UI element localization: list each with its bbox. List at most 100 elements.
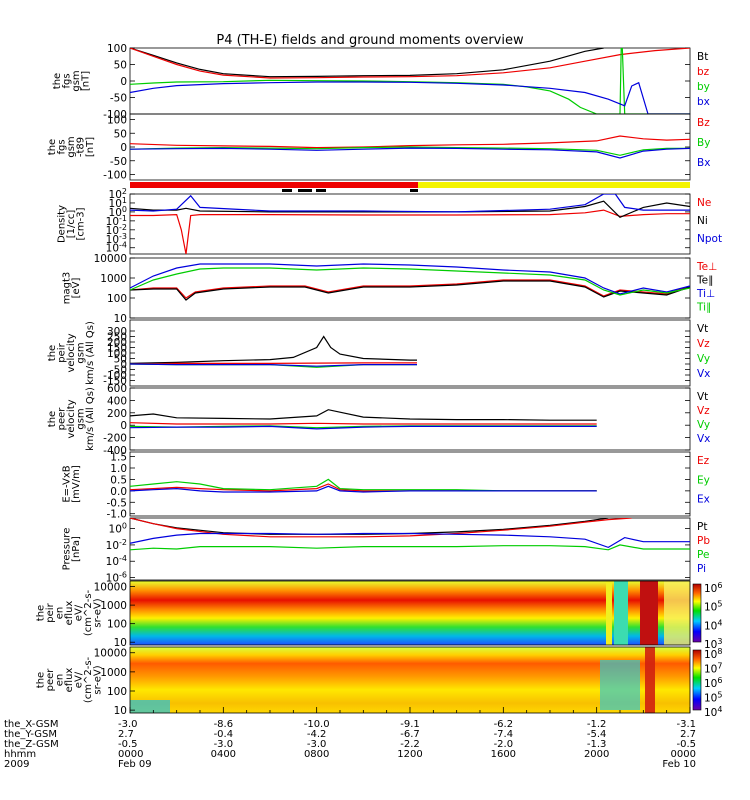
peer_eflux-ytick-label: 100 bbox=[107, 686, 127, 698]
peir_eflux-ylabel-line: peir bbox=[45, 602, 56, 622]
fgs-series-bz bbox=[130, 48, 690, 79]
peir_eflux-ytick-label: 10 bbox=[114, 637, 127, 649]
peir_eflux-colorbar-label: 105 bbox=[704, 600, 722, 614]
ephemeris-value: -8.6 bbox=[214, 719, 234, 730]
fgs_t89-legend-Bx: Bx bbox=[697, 157, 710, 169]
peer_vel-series-group bbox=[130, 409, 597, 430]
temp-series-Te∥ bbox=[130, 280, 690, 301]
ephemeris-value: -10.0 bbox=[304, 719, 330, 730]
density-ylabel-line: Density bbox=[57, 205, 68, 243]
peir_vel-ylabel-line: velocity bbox=[66, 333, 77, 372]
peir_vel-legend-Vz: Vz bbox=[697, 338, 710, 350]
temp-legend-Ti∥: Ti∥ bbox=[696, 302, 711, 314]
peer_vel-ytick-label: -200 bbox=[103, 433, 127, 445]
density-series-Ne bbox=[130, 209, 690, 254]
fgs-ytick-label: -100 bbox=[103, 109, 127, 121]
ephemeris-value: 0000 bbox=[671, 749, 696, 760]
fgs_t89-ytick-label: -50 bbox=[110, 156, 127, 168]
peir_vel-frame bbox=[129, 319, 691, 387]
peir_vel-series-Vz bbox=[130, 362, 417, 365]
pressure-ytick-label: 10-4 bbox=[106, 554, 127, 568]
fgs_t89-ylabel-line: gsm bbox=[66, 136, 77, 157]
efield-ytick-label: 0.5 bbox=[110, 474, 127, 486]
fgs_t89-ylabel-line: the bbox=[47, 139, 58, 155]
peer_eflux-ytick-label: 10 bbox=[114, 705, 127, 717]
status-bar bbox=[130, 182, 690, 192]
status-bar-mark bbox=[298, 189, 312, 192]
fgs_t89-ylabel-line: -t89 bbox=[76, 137, 87, 157]
fgs-ytick-label: 50 bbox=[114, 60, 127, 72]
peer_vel-ylabel-line: peer bbox=[57, 407, 68, 431]
peer_eflux-ytick-label: 10000 bbox=[94, 648, 127, 660]
ephemeris-value: -5.4 bbox=[587, 729, 607, 740]
density-legend-Npot: Npot bbox=[697, 233, 722, 245]
efield-ytick-label: -1.0 bbox=[107, 509, 128, 521]
ephemeris-row-label: the_Y-GSM bbox=[4, 729, 57, 740]
temp-ytick-label: 10000 bbox=[94, 253, 127, 265]
peer_vel-ytick-label: 400 bbox=[107, 395, 127, 407]
panel-temp: 10000 1000 100 10 Te⊥ Te∥Ti⊥ Ti∥ magt3[eV] bbox=[61, 253, 717, 325]
fgs_t89-legend-Bz: Bz bbox=[697, 117, 710, 129]
ephemeris-value: Feb 10 bbox=[662, 759, 696, 770]
peir-colorbar bbox=[692, 583, 702, 643]
status-bar-mark bbox=[316, 189, 326, 192]
peer-spectrogram-band bbox=[130, 700, 170, 713]
peir_vel-ylabel-line: km/s (All Qs) bbox=[85, 321, 96, 385]
fgs-series-Bt bbox=[130, 48, 604, 78]
peer_vel-series-Vz bbox=[130, 422, 597, 425]
ephemeris-row-label: 2009 bbox=[4, 759, 29, 770]
efield-ytick-label: 0.0 bbox=[110, 486, 127, 498]
pressure-legend-Pe: Pe bbox=[697, 549, 709, 561]
ephemeris-table: the_X-GSMthe_Y-GSMthe_Z-GSMhhmm2009-3.02… bbox=[4, 719, 696, 770]
efield-legend-Ez: Ez bbox=[697, 455, 710, 467]
peir_eflux-ylabel-line: sr-eV) bbox=[93, 598, 104, 627]
time-axis bbox=[129, 707, 691, 713]
peer_eflux-colorbar-label: 106 bbox=[704, 676, 722, 690]
peer_vel-legend-Vz: Vz bbox=[697, 405, 710, 417]
peer_vel-series-Vt bbox=[130, 409, 597, 421]
peir_vel-ytick-label: -100 bbox=[103, 370, 127, 382]
peer_eflux-colorbar-label: 105 bbox=[704, 691, 722, 705]
ephemeris-value: 2000 bbox=[584, 749, 609, 760]
peer_vel-ylabel-line: velocity bbox=[66, 399, 77, 438]
efield-ytick-label: 1.0 bbox=[110, 463, 127, 475]
fgs_t89-series-By bbox=[130, 146, 690, 156]
fgs-legend-by: by bbox=[697, 81, 710, 93]
temp-frame bbox=[129, 257, 691, 319]
peir_vel-ytick-label: 150 bbox=[107, 343, 127, 355]
ephemeris-value: 0000 bbox=[118, 749, 143, 760]
ephemeris-value: -7.4 bbox=[494, 729, 514, 740]
peir_vel-legend-Vx: Vx bbox=[697, 368, 710, 380]
peir_vel-ytick-label: 100 bbox=[107, 348, 127, 360]
peir_eflux-ytick-label: 100 bbox=[107, 619, 127, 631]
peer_vel-series-Vx bbox=[130, 425, 597, 430]
peir_eflux-ylabel-line: (cm^2-s- bbox=[83, 589, 94, 636]
peir-spectrogram-band bbox=[640, 581, 658, 645]
temp-legend-Te∥: Te∥ bbox=[696, 275, 713, 287]
ephemeris-value: -6.2 bbox=[494, 719, 514, 730]
peir_eflux-ylabel-line: the bbox=[36, 605, 47, 621]
temp-ylabel-line: [eV] bbox=[71, 278, 82, 299]
temp-legend-Te⊥: Te⊥ bbox=[696, 261, 717, 273]
fgs_t89-ylabel-line: fgs bbox=[57, 139, 68, 154]
peir_vel-ytick-label: 200 bbox=[107, 337, 127, 349]
status-bar-mark bbox=[410, 189, 418, 192]
fgs-ylabel-line: the bbox=[52, 73, 63, 89]
peir-spectrogram-band bbox=[664, 581, 690, 645]
peir_eflux-ylabel-line: en bbox=[55, 607, 66, 620]
pressure-ytick-label: 100 bbox=[109, 522, 127, 536]
peer_vel-ylabel-line: km/s (All Qs) bbox=[85, 387, 96, 451]
density-legend-Ne: Ne bbox=[697, 197, 711, 209]
peer_eflux-ytick-label: 1000 bbox=[100, 667, 127, 679]
peir_vel-ytick-label: 0 bbox=[120, 359, 127, 371]
peir-spectrogram-gap bbox=[606, 581, 612, 645]
fgs_t89-series-group bbox=[130, 135, 690, 159]
peer_eflux-ylabel-line: en bbox=[55, 674, 66, 687]
peer-colorbar bbox=[692, 649, 702, 711]
ephemeris-value: 0800 bbox=[304, 749, 329, 760]
